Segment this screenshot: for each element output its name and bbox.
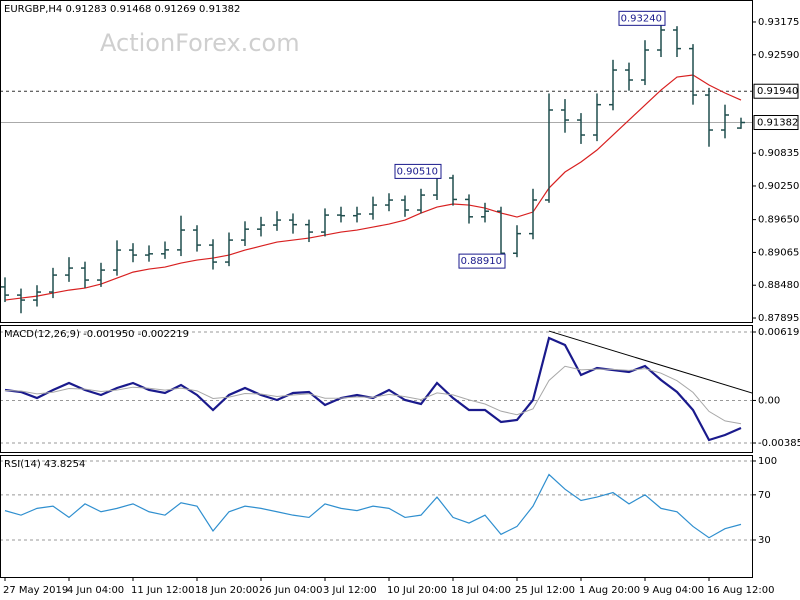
y-tick-label: -0.003851 <box>758 438 800 449</box>
y-tick-label: 0.00 <box>758 395 780 406</box>
x-tick-label: 9 Aug 04:00 <box>643 585 704 596</box>
x-tick-label: 27 May 2019 <box>3 585 68 596</box>
x-tick-label: 18 Jul 04:00 <box>451 585 511 596</box>
annotation-label: 0.88910 <box>461 256 502 267</box>
x-tick-label: 25 Jul 12:00 <box>515 585 575 596</box>
y-tick-label: 0.88480 <box>758 280 799 291</box>
series-line <box>4 365 742 425</box>
y-tick-label: 30 <box>758 535 771 546</box>
level-label: 0.91382 <box>757 118 798 129</box>
rsi-panel <box>0 455 753 578</box>
level-label-box <box>753 115 799 131</box>
y-tick-label: 70 <box>758 490 771 501</box>
trendline <box>548 330 752 394</box>
x-tick-label: 26 Jun 04:00 <box>259 585 323 596</box>
price-panel <box>0 0 753 323</box>
x-tick-label: 4 Jun 04:00 <box>67 585 124 596</box>
y-tick-label: 0.87895 <box>758 313 799 324</box>
y-tick-label: 0.89065 <box>758 247 799 258</box>
plot-area <box>1 460 752 541</box>
x-tick-label: 18 Jun 20:00 <box>195 585 259 596</box>
plot-area <box>1 330 752 444</box>
x-tick-label: 1 Aug 20:00 <box>579 585 640 596</box>
panel-title: RSI(14) 43.8254 <box>4 459 85 470</box>
watermark: ActionForex.com <box>100 29 300 57</box>
x-tick-label: 16 Aug 12:00 <box>707 585 774 596</box>
y-tick-label: 0.93175 <box>758 17 799 28</box>
x-tick-label: 3 Jul 12:00 <box>323 585 377 596</box>
annotation-label: 0.93240 <box>621 13 662 24</box>
annotation-label: 0.90510 <box>397 166 438 177</box>
y-tick-label: 0.006195 <box>758 327 800 338</box>
series-line <box>4 336 742 442</box>
series-line <box>4 473 742 539</box>
y-tick-label: 0.90835 <box>758 148 799 159</box>
y-tick-label: 0.92590 <box>758 50 799 61</box>
y-tick-label: 0.90250 <box>758 181 799 192</box>
annotation-box <box>458 253 506 269</box>
level-label-box <box>753 83 799 99</box>
panel-title: MACD(12,26,9) -0.001950 -0.002219 <box>4 329 189 340</box>
annotation-box <box>618 10 666 26</box>
x-tick-label: 10 Jul 20:00 <box>387 585 447 596</box>
x-tick-label: 11 Jun 12:00 <box>131 585 195 596</box>
panel-title: EURGBP,H4 0.91283 0.91468 0.91269 0.9138… <box>4 4 240 15</box>
annotation-box <box>394 163 442 179</box>
level-label: 0.91940 <box>757 86 798 97</box>
series-line <box>4 74 742 301</box>
y-tick-label: 0.89650 <box>758 215 799 226</box>
plot-area <box>1 18 752 314</box>
macd-panel <box>0 325 753 453</box>
y-tick-label: 100 <box>758 456 777 467</box>
